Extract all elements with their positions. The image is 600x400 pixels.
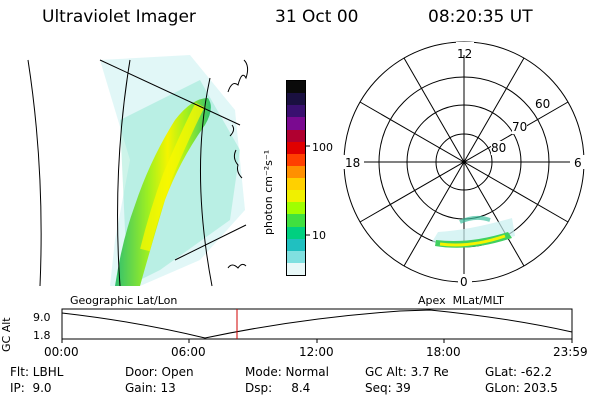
altitude-curve (61, 309, 573, 339)
timeline-xtick-2359: 23:59 (553, 345, 588, 359)
colorbar-tick-100: 100 (312, 141, 333, 154)
timeline-xtick-0600: 06:00 (171, 345, 206, 359)
colorbar-unit-label: photon cm⁻²s⁻¹ (262, 149, 275, 235)
status-dsp: Dsp: 8.4 (245, 381, 311, 395)
colorbar-segment (287, 165, 305, 178)
status-gain: Gain: 13 (125, 381, 176, 395)
status-seq: Seq: 39 (365, 381, 411, 395)
timeline-xtick-0000: 00:00 (44, 345, 79, 359)
mlt-label-0: 0 (460, 275, 468, 289)
colorbar-segment (287, 202, 305, 215)
colorbar-segment (287, 190, 305, 203)
geographic-image (27, 55, 249, 287)
status-filter: Flt: LBHL (10, 365, 64, 379)
lat-label-80: 80 (491, 141, 507, 155)
colorbar-tick-10: 10 (312, 229, 326, 242)
colorbar-segment (287, 93, 305, 106)
colorbar-segment (287, 214, 305, 227)
instrument-title: Ultraviolet Imager (42, 7, 196, 27)
observation-date: 31 Oct 00 (275, 7, 359, 27)
lat-label-70: 70 (512, 120, 528, 134)
timeline-xtick-1800: 18:00 (426, 345, 461, 359)
colorbar-segment (287, 129, 305, 142)
colorbar-segment (287, 81, 305, 94)
status-door: Door: Open (125, 365, 194, 379)
timeline-axis-title: GC Alt (0, 317, 13, 352)
colorbar-segment (287, 262, 305, 275)
colorbar-segment (287, 226, 305, 239)
colorbar-ticks (305, 145, 310, 236)
apex-grid-label: Apex MLat/MLT (418, 294, 504, 307)
colorbar-segment (287, 105, 305, 118)
mlt-label-12: 12 (457, 47, 473, 61)
mlt-label-18: 18 (345, 156, 361, 170)
colorbar (286, 80, 306, 276)
lat-label-60: 60 (535, 97, 551, 111)
coastline (227, 59, 249, 269)
colorbar-segment (287, 141, 305, 154)
polar-aurora-oval (432, 215, 515, 248)
colorbar-segment (287, 153, 305, 166)
status-mode: Mode: Normal (245, 365, 329, 379)
colorbar-segment (287, 178, 305, 191)
colorbar-segment (287, 238, 305, 251)
timeline-ytick-high: 9.0 (33, 311, 51, 324)
status-gc-alt: GC Alt: 3.7 Re (365, 365, 449, 379)
status-ip: IP: 9.0 (10, 381, 52, 395)
observation-time: 08:20:35 UT (428, 7, 533, 27)
timeline-ytick-low: 1.8 (33, 329, 51, 342)
timeline-xtick-1200: 12:00 (299, 345, 334, 359)
geographic-grid-label: Geographic Lat/Lon (70, 294, 178, 307)
lat-lon-grid (27, 59, 247, 287)
status-glat: GLat: -62.2 (485, 365, 552, 379)
mlt-label-6: 6 (574, 156, 582, 170)
colorbar-segment (287, 117, 305, 130)
polar-plot (342, 41, 586, 287)
colorbar-segment (287, 250, 305, 263)
altitude-timeline (61, 308, 573, 343)
status-glon: GLon: 203.5 (485, 381, 558, 395)
